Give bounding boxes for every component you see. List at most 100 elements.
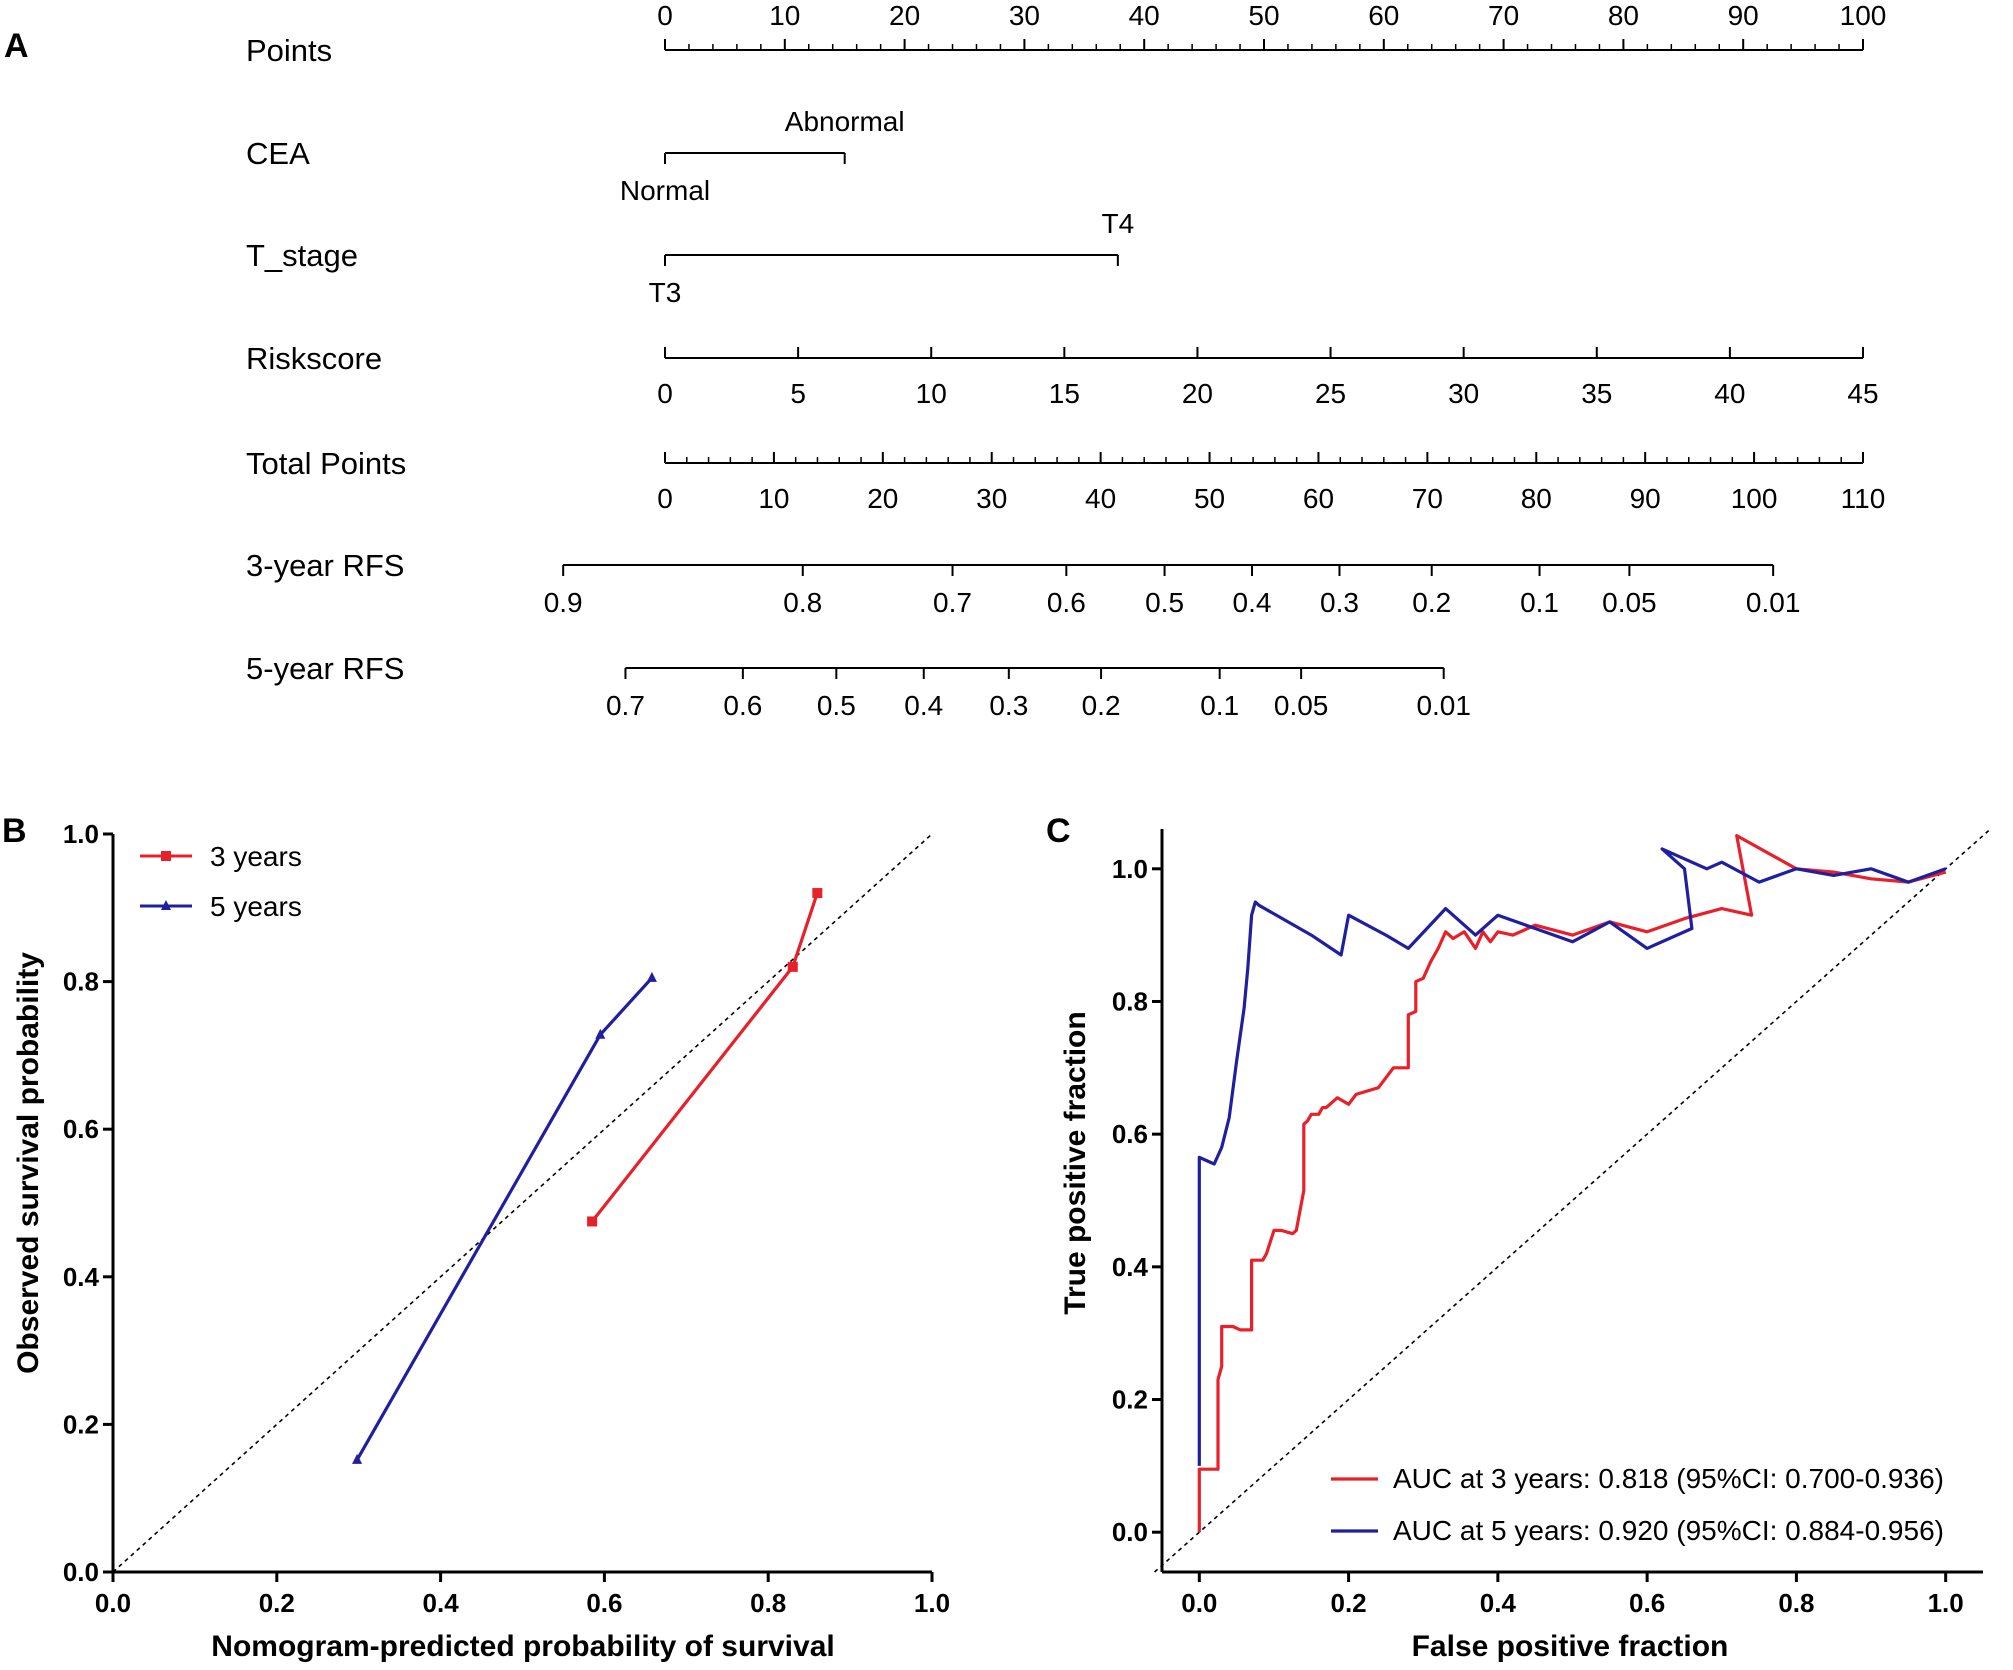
nomo-tick-label: 100: [1731, 483, 1778, 514]
nomo-tick-label: 25: [1315, 378, 1346, 409]
nomo-tick-label: 40: [1714, 378, 1745, 409]
calib-y-tick-label: 0.0: [63, 1557, 99, 1587]
nomo-tick-label: 80: [1608, 0, 1639, 31]
roc-legend: AUC at 3 years: 0.818 (95%CI: 0.700-0.93…: [1393, 1463, 1944, 1546]
calibration-plot: 0.0 0.2 0.4 0.6 0.8 1.0 0.0 0.2 0.4 0.6 0.8 1.0: [63, 819, 950, 1618]
nomo-tick-label: 50: [1194, 483, 1225, 514]
calib-x-tick-label: 0.6: [586, 1588, 622, 1618]
calib-y-tick-label: 0.4: [63, 1262, 100, 1292]
nomo-tick-label: 20: [889, 0, 920, 31]
calib-series-1-point: [812, 888, 823, 899]
calib-y-tick-label: 1.0: [63, 819, 99, 849]
nomo-label-cea: CEA: [246, 136, 310, 171]
nomo-tick-label: 110: [1841, 483, 1886, 514]
roc-y-tick-label: 0.4: [1112, 1252, 1149, 1282]
nomo-prob-label: 0.8: [783, 587, 822, 618]
nomo-tick-label: 40: [1129, 0, 1160, 31]
nomo-tick-label: 45: [1847, 378, 1878, 409]
nomo-prob-label: 0.7: [933, 587, 972, 618]
calib-x-tick-label: 0.8: [750, 1588, 786, 1618]
calib-y-tick-label: 0.2: [63, 1409, 99, 1439]
roc-legend-5y: AUC at 5 years: 0.920 (95%CI: 0.884-0.95…: [1393, 1515, 1944, 1546]
roc-y-tick-label: 1.0: [1112, 854, 1148, 884]
nomo-tick-label: 30: [976, 483, 1007, 514]
roc-x-tick-label: 0.2: [1331, 1588, 1367, 1618]
roc-x-tick-label: 0.8: [1778, 1588, 1814, 1618]
nomo-prob-label: 0.01: [1746, 587, 1801, 618]
nomo-tick-label: 20: [867, 483, 898, 514]
nomo-prob-label: 0.05: [1602, 587, 1657, 618]
calib-x-axis-title: Nomogram-predicted probability of surviv…: [211, 1630, 834, 1663]
calib-series-2-line: [355, 976, 654, 1461]
calib-x-tick-label: 0.0: [95, 1588, 131, 1618]
roc-y-tick-label: 0.0: [1112, 1517, 1148, 1547]
calib-reference-diagonal: [112, 833, 933, 1573]
nomo-tick-label: 20: [1182, 378, 1213, 409]
nomo-prob-label: 0.3: [989, 690, 1028, 721]
roc-y-tick-label: 0.2: [1112, 1385, 1148, 1415]
nomo-tick-label: 0: [657, 0, 673, 31]
nomo-tick-label: 70: [1412, 483, 1443, 514]
roc-y-tick-label: 0.8: [1112, 986, 1148, 1016]
panel-b-label: B: [2, 812, 27, 850]
nomo-tick-label: 80: [1521, 483, 1552, 514]
calib-series-1-point: [587, 1216, 598, 1227]
nomo-prob-label: 0.1: [1200, 690, 1239, 721]
nomo-tick-label: 70: [1488, 0, 1519, 31]
calib-legend-marker: [161, 900, 171, 910]
nomo-tick-label: 0: [657, 378, 673, 409]
roc-x-tick-label: 0.4: [1480, 1588, 1517, 1618]
nomo-level-label: Abnormal: [785, 106, 905, 137]
nomo-tick-label: 40: [1085, 483, 1116, 514]
nomo-prob-label: 0.7: [606, 690, 645, 721]
nomo-prob-label: 0.6: [723, 690, 762, 721]
nomo-label-points: Points: [246, 33, 332, 68]
nomo-level-label: T4: [1102, 208, 1135, 239]
nomo-label-5-year-rfs: 5-year RFS: [246, 651, 404, 686]
roc-y-tick-label: 0.6: [1112, 1119, 1148, 1149]
calib-series-1-line: [590, 892, 819, 1223]
nomo-prob-label: 0.5: [1145, 587, 1184, 618]
nomo-prob-label: 0.1: [1520, 587, 1559, 618]
nomo-tick-label: 0: [657, 483, 673, 514]
calib-legend-5y: 5 years: [210, 891, 302, 922]
roc-plot: 0.0 0.2 0.4 0.6 0.8 1.0 0.0 0.2 0.4 0.6 0.8 1.0: [1112, 828, 1991, 1618]
nomo-prob-label: 0.9: [544, 587, 583, 618]
calib-x-tick-label: 0.2: [259, 1588, 295, 1618]
panel-c-label: C: [1046, 812, 1071, 850]
roc-series-1-line: [1197, 833, 1947, 1533]
nomo-tick-label: 60: [1303, 483, 1334, 514]
roc-x-tick-label: 0.6: [1629, 1588, 1665, 1618]
nomo-label-3-year-rfs: 3-year RFS: [246, 548, 404, 583]
nomo-level-label: Normal: [620, 175, 710, 206]
nomo-tick-label: 50: [1248, 0, 1279, 31]
nomo-tick-label: 90: [1630, 483, 1661, 514]
calib-y-axis-title: Observed survival probability: [12, 952, 45, 1374]
calib-x-tick-label: 1.0: [914, 1588, 950, 1618]
calib-series-1-point: [787, 961, 798, 972]
nomo-tick-label: 5: [790, 378, 806, 409]
calib-legend: 3 years 5 years: [210, 841, 302, 922]
nomo-label-total-points: Total Points: [246, 446, 406, 481]
calib-legend-marker: [161, 851, 171, 861]
roc-x-tick-label: 0.0: [1181, 1588, 1217, 1618]
nomo-prob-label: 0.3: [1320, 587, 1359, 618]
nomo-prob-label: 0.4: [904, 690, 943, 721]
roc-series-2-line: [1197, 847, 1947, 1466]
roc-x-tick-label: 1.0: [1928, 1588, 1964, 1618]
nomo-tick-label: 30: [1448, 378, 1479, 409]
nomo-prob-label: 0.4: [1233, 587, 1272, 618]
roc-reference-diagonal: [1154, 828, 1991, 1573]
nomo-tick-label: 90: [1728, 0, 1759, 31]
nomo-level-label: T3: [649, 277, 682, 308]
nomo-prob-label: 0.6: [1047, 587, 1086, 618]
nomo-tick-label: 10: [758, 483, 789, 514]
nomo-tick-label: 15: [1049, 378, 1080, 409]
nomo-prob-label: 0.5: [817, 690, 856, 721]
nomo-tick-label: 100: [1840, 0, 1887, 31]
calib-series-2-point: [646, 971, 657, 982]
nomo-tick-label: 60: [1368, 0, 1399, 31]
calib-series-2-point: [595, 1028, 606, 1039]
